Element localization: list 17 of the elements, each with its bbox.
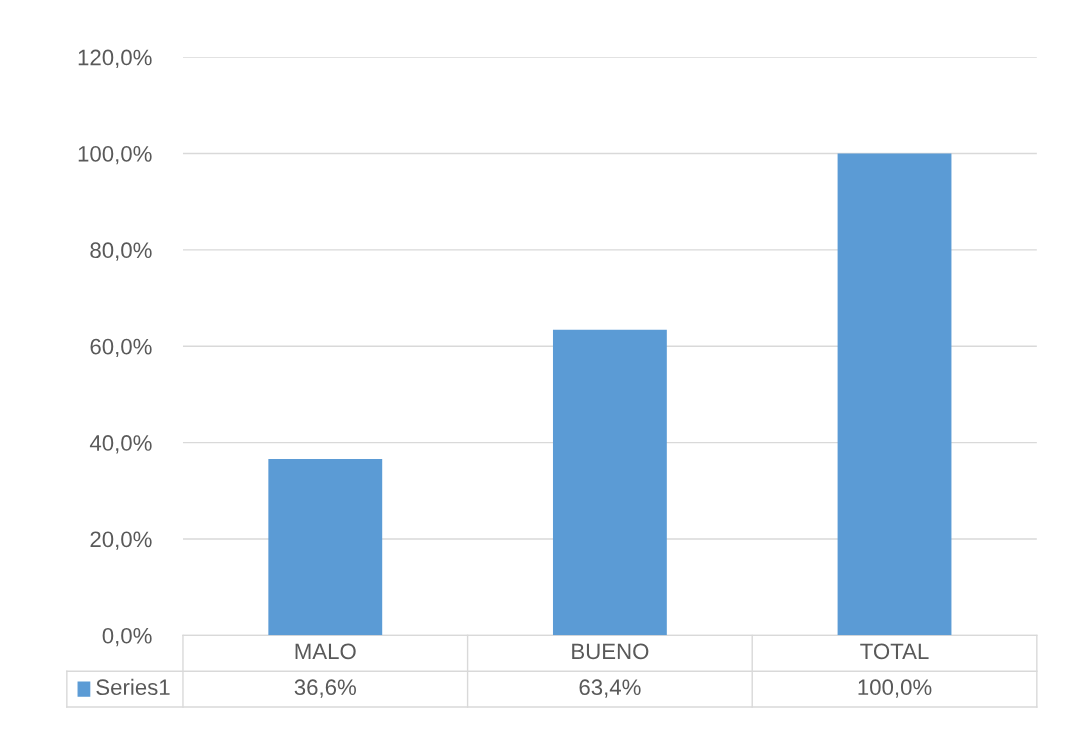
y-tick-label: 0,0%	[102, 627, 152, 647]
x-tick-label: MALO	[295, 643, 356, 660]
y-tick-label: 20,0%	[90, 531, 152, 550]
bar	[837, 153, 952, 636]
legend-label: Series1	[96, 678, 170, 696]
bar	[268, 458, 383, 636]
x-tick-label: TOTAL	[860, 643, 929, 660]
data-label: 36,6%	[294, 679, 356, 698]
y-tick-label: 40,0%	[89, 435, 152, 454]
bar	[552, 329, 667, 636]
data-label: 100,0%	[858, 679, 932, 698]
x-tick-label: BUENO	[572, 643, 649, 660]
y-tick-label: 80,0%	[90, 242, 152, 261]
data-label: 63,4%	[579, 679, 641, 698]
y-tick-label: 60,0%	[90, 338, 152, 358]
y-tick-label: 120,0%	[78, 49, 152, 68]
y-tick-label: 100,0%	[78, 145, 152, 165]
